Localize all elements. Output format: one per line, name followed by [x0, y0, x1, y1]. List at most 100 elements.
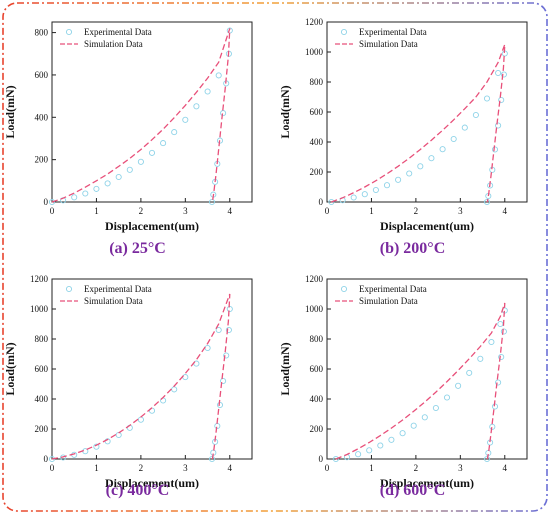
experimental-data-point	[497, 320, 504, 328]
x-tick-label: 4	[503, 206, 508, 216]
experimental-data-point	[171, 129, 178, 136]
experimental-data-point	[208, 455, 216, 463]
y-tick-label: 1000	[305, 304, 324, 314]
x-axis-label: Displacement(um)	[105, 219, 199, 233]
caption-b: (b) 200°C	[379, 240, 446, 257]
x-tick-label: 0	[50, 206, 55, 216]
y-tick-label: 800	[35, 28, 49, 38]
experimental-data-point	[498, 353, 505, 361]
x-tick-label: 4	[503, 463, 508, 473]
experimental-data-point	[428, 155, 435, 162]
legend-label: Simulation Data	[84, 296, 143, 306]
experimental-data-point	[439, 146, 446, 153]
y-tick-label: 0	[319, 197, 324, 207]
x-axis-label: Displacement(um)	[380, 219, 474, 233]
plot-area	[326, 21, 528, 203]
y-axis-label: Load(mN)	[278, 85, 292, 138]
y-tick-label: 200	[310, 167, 324, 177]
experimental-data-point	[104, 180, 111, 187]
legend-swatch-experimental	[65, 285, 73, 293]
experimental-data-point	[215, 72, 222, 79]
experimental-data-point	[466, 369, 473, 376]
y-axis-label: Load(mN)	[278, 342, 292, 395]
y-tick-label: 400	[35, 112, 49, 122]
experimental-data-point	[395, 176, 402, 183]
simulation-data-line	[335, 302, 506, 460]
experimental-data-point	[377, 442, 384, 449]
experimental-data-point	[406, 170, 413, 177]
experimental-data-point	[350, 194, 357, 201]
experimental-data-point	[495, 69, 502, 77]
legend-swatch-experimental	[340, 285, 348, 293]
y-tick-label: 400	[310, 137, 324, 147]
experimental-data-point	[383, 182, 391, 189]
y-tick-label: 400	[310, 394, 324, 404]
x-axis-label: Displacement(um)	[380, 476, 474, 490]
experimental-data-point	[220, 377, 227, 385]
y-tick-label: 600	[35, 70, 49, 80]
legend-label: Simulation Data	[359, 39, 418, 49]
y-tick-label: 1200	[30, 274, 49, 284]
experimental-data-point	[126, 166, 133, 173]
y-tick-label: 0	[319, 454, 324, 464]
experimental-data-point	[421, 414, 428, 421]
experimental-data-point	[399, 430, 406, 437]
y-tick-label: 800	[310, 334, 324, 344]
legend-swatch-experimental	[65, 28, 73, 36]
experimental-data-point	[455, 382, 462, 389]
experimental-data-point	[137, 158, 144, 165]
y-tick-label: 600	[310, 364, 324, 374]
experimental-data-point	[215, 326, 222, 334]
experimental-data-point	[225, 326, 232, 334]
experimental-data-point	[193, 103, 200, 110]
experimental-data-point	[148, 149, 156, 156]
caption-a: (a) 25°C	[109, 240, 166, 257]
y-tick-label: 800	[310, 77, 324, 87]
experimental-data-point	[160, 140, 167, 147]
legend-label: Experimental Data	[359, 284, 427, 294]
experimental-data-point	[472, 111, 479, 119]
caption-d: (d) 600°C	[379, 482, 446, 499]
experimental-data-point	[328, 198, 335, 206]
experimental-data-point	[488, 338, 495, 346]
x-tick-label: 0	[50, 463, 55, 473]
experimental-data-point	[332, 455, 339, 463]
legend-swatch-experimental	[340, 28, 348, 36]
chart-panel-d: 0 1 2 3 4 0 200 400 600 800 1000 1200 Displacement(u…	[278, 274, 528, 490]
experimental-data-point	[216, 137, 224, 144]
y-tick-label: 0	[44, 454, 49, 464]
experimental-data-point	[372, 186, 379, 194]
x-tick-label: 2	[139, 206, 144, 216]
experimental-data-point	[355, 451, 362, 458]
experimental-data-point	[500, 328, 507, 335]
y-tick-label: 0	[44, 197, 49, 207]
experimental-data-point	[93, 443, 100, 450]
experimental-data-point	[443, 394, 451, 401]
experimental-data-point	[495, 122, 502, 129]
y-tick-label: 1000	[30, 304, 49, 314]
x-tick-label: 1	[94, 463, 99, 473]
experimental-data-point	[60, 454, 67, 461]
experimental-data-point	[491, 146, 499, 153]
y-tick-label: 600	[35, 364, 49, 374]
experimental-data-point	[483, 455, 491, 463]
experimental-data-point	[483, 198, 491, 206]
y-tick-label: 1200	[305, 17, 324, 27]
x-axis-label: Displacement(um)	[105, 476, 199, 490]
plot-area	[51, 21, 253, 203]
y-axis-label: Load(mN)	[3, 85, 17, 138]
x-tick-label: 0	[325, 463, 330, 473]
y-axis-label: Load(mN)	[3, 342, 17, 395]
x-tick-label: 4	[228, 206, 233, 216]
x-tick-label: 3	[183, 206, 188, 216]
x-tick-label: 0	[325, 206, 330, 216]
x-tick-label: 3	[458, 463, 463, 473]
x-tick-label: 2	[414, 463, 419, 473]
experimental-data-point	[432, 404, 439, 412]
y-tick-label: 400	[35, 394, 49, 404]
x-tick-label: 1	[94, 206, 99, 216]
legend-label: Simulation Data	[84, 39, 143, 49]
y-tick-label: 1200	[305, 274, 324, 284]
y-tick-label: 600	[310, 107, 324, 117]
